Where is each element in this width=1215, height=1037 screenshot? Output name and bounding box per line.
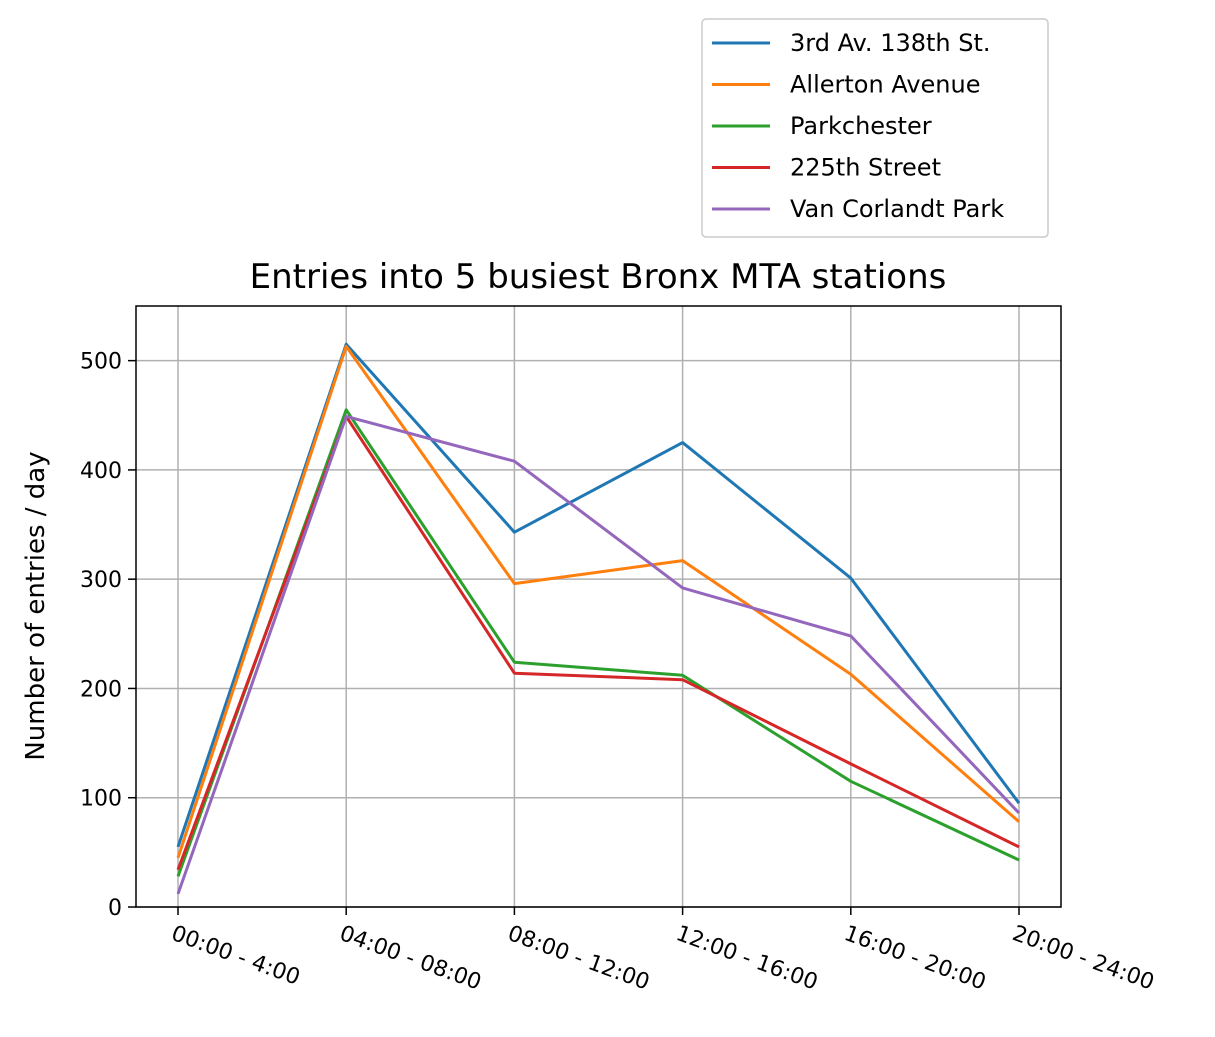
y-axis-ticks: 0 100 200 300 400 500 (80, 350, 136, 921)
y-tick-label: 100 (80, 787, 122, 812)
y-tick-label: 200 (80, 677, 122, 702)
legend-items: 3rd Av. 138th St. Allerton Avenue Parkches… (712, 29, 1004, 223)
legend-box (701, 18, 1049, 238)
plot-frame (135, 305, 1062, 908)
series-line (176, 414, 1021, 895)
legend-label: 3rd Av. 138th St. (790, 29, 991, 57)
grid-lines (136, 306, 1061, 908)
legend-label: Parkchester (790, 112, 932, 140)
legend-label: Van Corlandt Park (790, 195, 1004, 223)
legend: 3rd Av. 138th St. Allerton Avenue Parkches… (701, 18, 1049, 238)
series-line (176, 344, 1020, 859)
y-axis-title: Number of entries / day (21, 451, 51, 760)
series-lines (176, 342, 1021, 895)
series-line (176, 408, 1020, 877)
chart-title: Entries into 5 busiest Bronx MTA station… (250, 257, 947, 297)
legend-label: 225th Street (790, 154, 941, 182)
y-tick-label: 300 (80, 568, 122, 593)
y-tick-label: 400 (80, 459, 122, 484)
legend-label: Allerton Avenue (790, 71, 981, 99)
y-tick-label: 500 (80, 350, 122, 375)
y-tick-label: 0 (108, 896, 122, 921)
